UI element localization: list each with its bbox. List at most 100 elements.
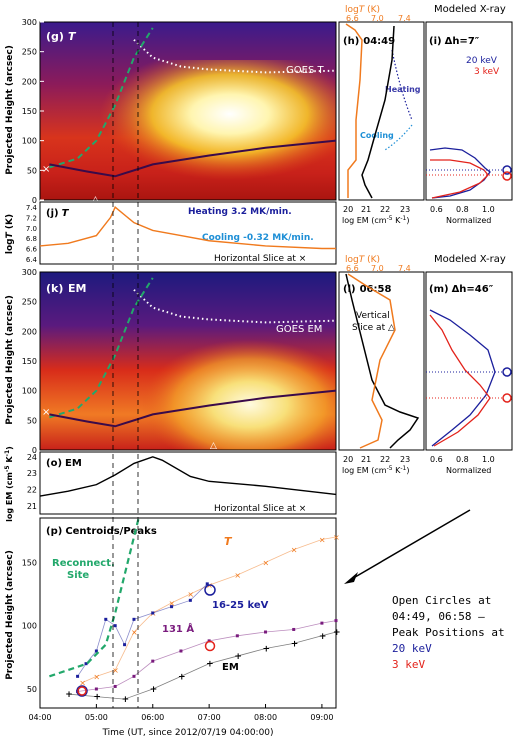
panel-h-top-tick-2: 7.0 [371,14,384,23]
panel-p-t-point: × [79,679,86,688]
panel-p-ylabel: Projected Height (arcsec) [5,550,15,680]
panel-p-xtick-09:00: 09:00 [310,713,333,722]
panel-p-t-point: × [319,536,326,545]
map-series-em-centroid [49,389,337,428]
map-series-em-centroid [49,139,337,178]
panel-i-3kev-peak-circle [502,171,512,181]
open-circles-annotation: Open Circles at 04:49, 06:58 – Peak Posi… [344,509,505,671]
panel-j-ytick-6.8: 6.8 [26,235,37,243]
panel-p-t-point: × [93,672,100,681]
panel-p-em-point: + [150,685,158,695]
panel-i-legend-20kev: 20 keV [466,56,498,66]
panel-p-hard-label: 16-25 keV [212,600,269,611]
panel-p-t-point: × [187,590,194,599]
panel-i-3kev-profile [430,159,489,199]
panel-i-label: (i) Δh=7″ [429,36,480,47]
panel-l-top-tick-2: 7.0 [371,264,384,273]
panel-p-t-point: × [131,628,138,637]
panel-j-series [39,206,336,250]
panel-h-xlabel: log EM (cm-5 K-1) [342,215,409,225]
panel-j: (j) T Heating 3.2 MK/min. Cooling -0.32 M… [5,201,337,265]
panel-g-triangle-marker: △ [92,195,99,205]
panel-h-top-tick-1: 6.6 [346,14,359,23]
panel-p-xtick-07:00: 07:00 [198,713,221,722]
panel-p-xtick-04:00: 04:00 [28,713,51,722]
panel-m-xlabel: Normalized [446,466,491,475]
panel-k-ytick-250: 250 [22,298,37,307]
panel-o-logem-line [39,456,337,497]
panel-g-ytick-0: 0 [32,196,37,205]
panel-h: logT (K) 6.6 7.0 7.4 (h) 04:49 Heating Co… [338,5,425,225]
panel-o-ytick-23: 23 [27,469,37,478]
panel-p-0658-3kev-circle [204,640,216,652]
panel-k-ytick-200: 200 [22,327,37,336]
panel-p-131--trend [77,620,337,692]
panel-i-frame [425,21,513,201]
panel-p-0449-20kev-circle [76,685,88,697]
panel-g-ytick-100: 100 [22,137,37,146]
panel-p-reconnect-1: Reconnect. [52,558,115,569]
panel-i-20kev-profile [429,147,491,199]
panel-p-em-point: + [263,644,271,654]
panel-l-top-tick-1: 6.6 [346,264,359,273]
panel-p-em-point: + [234,652,242,662]
panel-j-ylabel: logT (K) [5,214,15,254]
panel-p-ytick-50: 50 [27,685,37,694]
panel-g-ytick-250: 250 [22,48,37,57]
panel-j-cooling-rate: Cooling -0.32 MK/min. [202,233,314,243]
panel-k-ytick-50: 50 [27,416,37,425]
annotation-line-1: Open Circles at [392,594,491,607]
panel-i-tick-3: 1.0 [482,205,495,214]
panel-p-em-point: + [206,660,214,670]
panel-p-frame [39,517,337,709]
panel-j-ytick-7.2: 7.2 [26,215,37,223]
panel-m-title: Modeled X-ray [434,254,506,265]
panel-m-tick-3: 1.0 [482,455,495,464]
panel-o-ytick-22: 22 [27,486,37,495]
axis-ticks: 6.4 6.6 6.8 7.0 7.2 7.4 21 22 23 24 50 100 150 04:00 0… [22,204,334,722]
panel-g-label: (g) [46,30,64,43]
panel-i-title: Modeled X-ray [434,4,506,15]
annotation-arrow [349,509,471,581]
panel-p-em-point: + [333,628,341,638]
panel-k-em-map: (k) EM GOES EM × △ [39,271,337,451]
panel-h-tick-20: 20 [343,205,353,214]
panel-g-var: T [68,30,77,43]
panel-p-0658-20kev-circle [204,584,216,596]
panel-p-t-trend [82,536,337,684]
panel-k-var: EM [68,282,86,295]
panel-p-xtick-06:00: 06:00 [141,713,164,722]
panel-j-ytick-7.0: 7.0 [26,225,37,233]
map-series-reconnect-site [49,277,154,419]
panel-p-em-trend [68,631,337,700]
panel-o-frame [39,451,337,515]
panel-j-heating-rate: Heating 3.2 MK/min. [188,207,292,217]
panel-p-em-point: + [65,690,73,700]
panel-j-label: (j) T [46,208,70,219]
panel-i-20kev-peak-circle [502,165,512,175]
panel-h-label: (h) 04:49 [343,36,395,47]
panel-o-ytick-24: 24 [27,453,37,462]
panel-p-t-point: × [291,546,298,555]
panel-g-ytick-200: 200 [22,77,37,86]
panel-p-euv-label: 131 Å [162,622,194,635]
panel-o-ytick-21: 21 [27,502,37,511]
panel-h-tick-23: 23 [400,205,410,214]
panel-l-t-profile [347,273,396,449]
panel-m-frame [425,271,513,451]
panel-p-em-point: + [178,672,186,682]
panel-k-goes-label: GOES EM [276,324,322,335]
panel-h-heating: Heating [385,85,421,94]
panel-h-cooling: Cooling [360,131,394,140]
panel-m-3kev-peak-circle [502,393,512,403]
panel-j-frame [39,201,337,265]
panel-k-ytick-0: 0 [32,446,37,455]
panel-l-xlabel: log EM (cm-5 K-1) [342,465,409,475]
panel-g-hot-region [100,60,336,180]
panel-k-ytick-300: 300 [22,268,37,277]
panel-g-ylabel: Projected Height (arcsec) [5,45,15,175]
panel-l-top-axis: logT (K) [345,255,380,265]
panel-l-slice-2: Slice at △ [352,323,395,333]
panel-l-em-profile [345,273,420,449]
